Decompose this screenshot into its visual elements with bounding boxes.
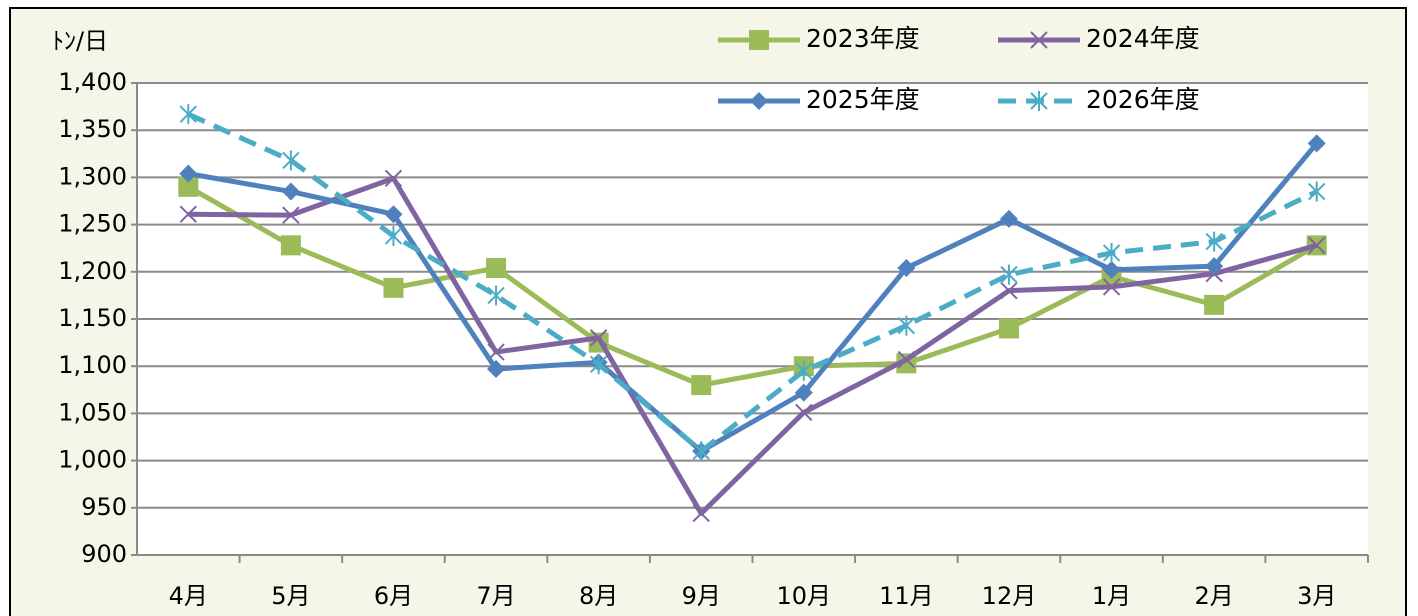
marker bbox=[179, 205, 197, 223]
y-tick-label: 1,400 bbox=[58, 68, 127, 96]
y-tick-label: 1,200 bbox=[58, 257, 127, 285]
marker-stroke bbox=[179, 205, 197, 223]
y-tick-label: 1,150 bbox=[58, 304, 127, 332]
marker bbox=[897, 259, 916, 278]
marker bbox=[282, 206, 300, 224]
x-tick-label: 3月 bbox=[1297, 582, 1336, 610]
y-axis-label: ﾄﾝ/日 bbox=[52, 27, 108, 55]
marker bbox=[487, 360, 506, 379]
legend-marker bbox=[1030, 91, 1048, 111]
x-tick-label: 2月 bbox=[1194, 582, 1233, 610]
marker bbox=[794, 383, 813, 402]
marker-stroke bbox=[282, 206, 300, 224]
x-tick-label: 1月 bbox=[1092, 582, 1131, 610]
marker bbox=[1205, 231, 1223, 252]
marker-stroke bbox=[1030, 31, 1048, 49]
x-tick-label: 4月 bbox=[169, 582, 208, 610]
marker bbox=[1102, 260, 1121, 279]
x-tick-label: 6月 bbox=[374, 582, 413, 610]
legend-label: 2024年度 bbox=[1086, 24, 1200, 53]
marker-stroke bbox=[692, 504, 710, 523]
marker bbox=[1205, 257, 1224, 276]
marker bbox=[1102, 278, 1121, 296]
marker bbox=[487, 285, 505, 306]
marker bbox=[1307, 134, 1326, 153]
legend-label: 2025年度 bbox=[806, 85, 920, 114]
marker bbox=[749, 30, 769, 50]
marker bbox=[384, 205, 403, 224]
legend-marker bbox=[749, 30, 769, 50]
marker bbox=[384, 169, 403, 188]
marker bbox=[1102, 242, 1121, 263]
x-tick-label: 10月 bbox=[777, 582, 832, 610]
legend-marker bbox=[750, 92, 768, 110]
marker bbox=[179, 104, 197, 125]
y-tick-label: 950 bbox=[81, 493, 127, 521]
marker bbox=[795, 360, 813, 381]
marker bbox=[692, 441, 710, 462]
y-tick-label: 1,050 bbox=[58, 398, 127, 426]
marker-stroke bbox=[384, 169, 403, 188]
legend-label: 2026年度 bbox=[1086, 85, 1200, 114]
y-tick-label: 1,100 bbox=[58, 351, 127, 379]
marker bbox=[179, 164, 198, 183]
marker-stroke bbox=[897, 350, 916, 369]
series-line bbox=[187, 184, 1318, 388]
marker bbox=[589, 354, 608, 375]
x-tick-label: 5月 bbox=[271, 582, 310, 610]
y-tick-label: 1,000 bbox=[58, 446, 127, 474]
marker bbox=[998, 318, 1019, 339]
marker bbox=[692, 504, 710, 523]
marker bbox=[795, 403, 813, 422]
marker-stroke bbox=[589, 329, 608, 347]
marker-stroke bbox=[1102, 278, 1121, 296]
marker bbox=[1030, 91, 1048, 111]
marker bbox=[999, 209, 1018, 228]
marker bbox=[281, 182, 300, 201]
marker bbox=[750, 92, 768, 110]
marker bbox=[1000, 281, 1018, 300]
marker bbox=[897, 315, 916, 336]
x-tick-label: 11月 bbox=[879, 582, 934, 610]
marker bbox=[383, 277, 404, 298]
marker bbox=[280, 235, 301, 256]
x-tick-label: 9月 bbox=[682, 582, 721, 610]
y-tick-label: 1,300 bbox=[58, 162, 127, 190]
marker bbox=[1204, 294, 1225, 315]
series-line bbox=[187, 111, 1318, 454]
marker bbox=[1030, 31, 1048, 49]
marker bbox=[486, 258, 507, 279]
marker-stroke bbox=[1000, 281, 1018, 300]
legend-label: 2023年度 bbox=[806, 24, 920, 53]
marker bbox=[897, 350, 916, 369]
legend-marker bbox=[1030, 31, 1048, 49]
x-tick-label: 12月 bbox=[982, 582, 1037, 610]
series-line bbox=[188, 175, 1318, 516]
y-tick-label: 900 bbox=[81, 540, 127, 568]
marker bbox=[282, 150, 300, 171]
series-line bbox=[187, 141, 1319, 454]
x-tick-label: 7月 bbox=[476, 582, 515, 610]
y-tick-label: 1,350 bbox=[58, 115, 127, 143]
marker-stroke bbox=[1308, 236, 1326, 255]
x-tick-label: 8月 bbox=[579, 582, 618, 610]
marker-stroke bbox=[795, 403, 813, 422]
marker bbox=[589, 329, 608, 347]
marker bbox=[691, 375, 712, 396]
marker bbox=[1000, 264, 1018, 285]
marker bbox=[1308, 236, 1326, 255]
y-tick-label: 1,250 bbox=[58, 210, 127, 238]
marker bbox=[1308, 181, 1326, 202]
marker bbox=[384, 225, 403, 246]
marker bbox=[178, 176, 199, 197]
